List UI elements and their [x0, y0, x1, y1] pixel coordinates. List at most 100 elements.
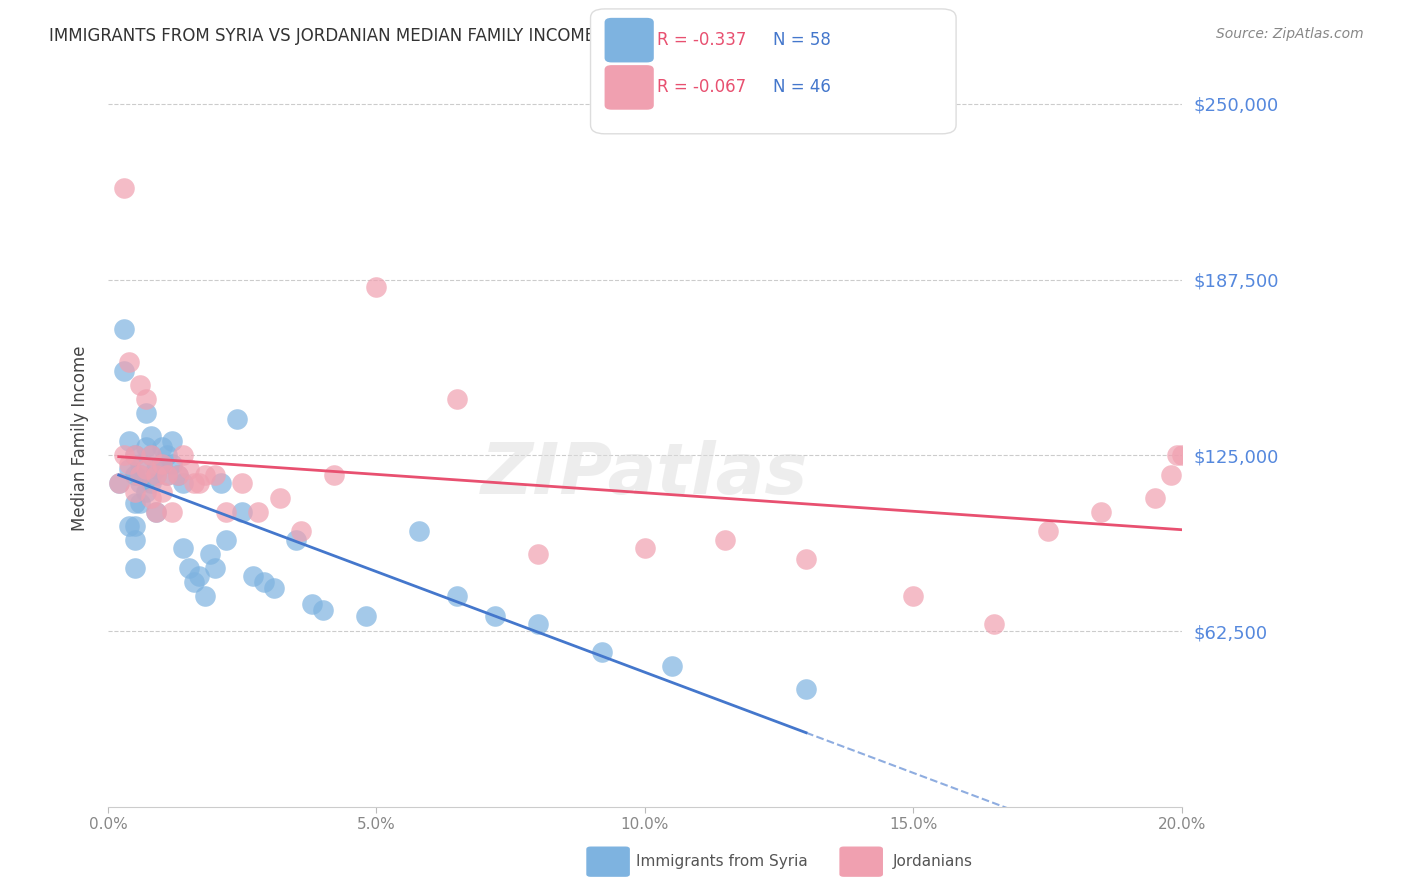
- Point: [135, 462, 157, 476]
- Text: N = 46: N = 46: [773, 78, 831, 96]
- Point: [150, 457, 173, 471]
- Point: [118, 355, 141, 369]
- Point: [484, 608, 506, 623]
- Point: [1090, 505, 1112, 519]
- Text: IMMIGRANTS FROM SYRIA VS JORDANIAN MEDIAN FAMILY INCOME CORRELATION CHART: IMMIGRANTS FROM SYRIA VS JORDANIAN MEDIA…: [49, 27, 780, 45]
- Point: [162, 457, 184, 471]
- Point: [166, 468, 188, 483]
- Point: [177, 462, 200, 476]
- Point: [107, 476, 129, 491]
- Point: [135, 406, 157, 420]
- Point: [312, 603, 335, 617]
- Point: [247, 505, 270, 519]
- Point: [183, 476, 205, 491]
- Point: [139, 448, 162, 462]
- Point: [124, 448, 146, 462]
- Point: [446, 589, 468, 603]
- Point: [1166, 448, 1188, 462]
- Point: [156, 448, 179, 462]
- Point: [145, 505, 167, 519]
- Point: [124, 518, 146, 533]
- Point: [714, 533, 737, 547]
- Point: [166, 468, 188, 483]
- Text: R = -0.067: R = -0.067: [657, 78, 745, 96]
- Point: [112, 181, 135, 195]
- Point: [172, 541, 194, 556]
- Point: [269, 491, 291, 505]
- Point: [446, 392, 468, 406]
- Point: [204, 561, 226, 575]
- Point: [107, 476, 129, 491]
- Text: Immigrants from Syria: Immigrants from Syria: [636, 855, 807, 869]
- Point: [366, 279, 388, 293]
- Point: [198, 547, 221, 561]
- Point: [253, 574, 276, 589]
- Point: [225, 411, 247, 425]
- Point: [124, 496, 146, 510]
- Point: [156, 468, 179, 483]
- Point: [118, 457, 141, 471]
- Point: [129, 496, 152, 510]
- Point: [112, 322, 135, 336]
- Point: [215, 505, 238, 519]
- Point: [183, 574, 205, 589]
- Point: [231, 505, 253, 519]
- Point: [129, 457, 152, 471]
- Point: [194, 468, 217, 483]
- Point: [1036, 524, 1059, 539]
- Point: [145, 505, 167, 519]
- Point: [215, 533, 238, 547]
- Point: [112, 364, 135, 378]
- Point: [231, 476, 253, 491]
- Point: [591, 645, 613, 659]
- Point: [118, 518, 141, 533]
- Point: [135, 440, 157, 454]
- Point: [661, 659, 683, 673]
- Point: [145, 468, 167, 483]
- Point: [162, 434, 184, 449]
- Point: [118, 434, 141, 449]
- Point: [139, 448, 162, 462]
- Point: [139, 491, 162, 505]
- Point: [242, 569, 264, 583]
- Point: [145, 468, 167, 483]
- Point: [135, 392, 157, 406]
- Point: [135, 484, 157, 499]
- Point: [129, 476, 152, 491]
- Point: [263, 581, 285, 595]
- Point: [526, 617, 548, 632]
- Point: [1160, 468, 1182, 483]
- Point: [172, 448, 194, 462]
- Point: [209, 476, 232, 491]
- Point: [903, 589, 925, 603]
- Text: R = -0.337: R = -0.337: [657, 31, 747, 49]
- Text: N = 58: N = 58: [773, 31, 831, 49]
- Y-axis label: Median Family Income: Median Family Income: [72, 345, 89, 531]
- Point: [156, 468, 179, 483]
- Point: [139, 428, 162, 442]
- Point: [301, 598, 323, 612]
- Point: [188, 569, 211, 583]
- Point: [354, 608, 377, 623]
- Point: [284, 533, 307, 547]
- Point: [322, 468, 344, 483]
- Point: [526, 547, 548, 561]
- Point: [145, 462, 167, 476]
- Point: [129, 468, 152, 483]
- Point: [188, 476, 211, 491]
- Point: [124, 448, 146, 462]
- Point: [124, 561, 146, 575]
- Point: [204, 468, 226, 483]
- Text: Jordanians: Jordanians: [893, 855, 973, 869]
- Point: [139, 476, 162, 491]
- Point: [172, 476, 194, 491]
- Point: [1144, 491, 1167, 505]
- Point: [177, 561, 200, 575]
- Point: [408, 524, 430, 539]
- Point: [129, 468, 152, 483]
- Point: [150, 457, 173, 471]
- Point: [150, 440, 173, 454]
- Point: [290, 524, 312, 539]
- Point: [150, 484, 173, 499]
- Point: [118, 462, 141, 476]
